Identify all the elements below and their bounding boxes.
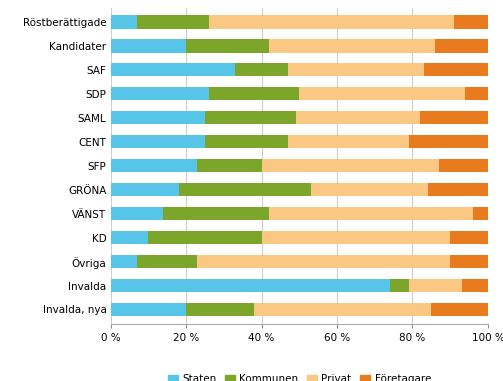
- Bar: [111, 255, 137, 268]
- Bar: [299, 87, 465, 101]
- Bar: [111, 135, 205, 148]
- Bar: [408, 135, 488, 148]
- Bar: [465, 87, 488, 101]
- Bar: [111, 87, 209, 101]
- Bar: [186, 39, 269, 53]
- Bar: [408, 279, 461, 292]
- Bar: [295, 111, 420, 125]
- Bar: [450, 255, 488, 268]
- Bar: [205, 111, 295, 125]
- Bar: [288, 63, 424, 77]
- Bar: [269, 39, 435, 53]
- Bar: [431, 303, 488, 316]
- Bar: [454, 15, 488, 29]
- Bar: [209, 87, 299, 101]
- Bar: [197, 255, 450, 268]
- Bar: [111, 111, 205, 125]
- Bar: [235, 63, 288, 77]
- Bar: [111, 207, 163, 220]
- Bar: [111, 183, 179, 196]
- Bar: [111, 303, 186, 316]
- Bar: [435, 39, 488, 53]
- Bar: [137, 255, 197, 268]
- Bar: [262, 231, 450, 244]
- Bar: [288, 135, 408, 148]
- Bar: [163, 207, 269, 220]
- Bar: [179, 183, 310, 196]
- Bar: [310, 183, 428, 196]
- Bar: [473, 207, 488, 220]
- Bar: [420, 111, 488, 125]
- Bar: [254, 303, 431, 316]
- Bar: [186, 303, 254, 316]
- Bar: [461, 279, 488, 292]
- Bar: [428, 183, 488, 196]
- Bar: [262, 159, 439, 172]
- Bar: [209, 15, 454, 29]
- Legend: Staten, Kommunen, Privat, Företagare: Staten, Kommunen, Privat, Företagare: [163, 370, 435, 381]
- Bar: [148, 231, 262, 244]
- Bar: [111, 159, 197, 172]
- Bar: [450, 231, 488, 244]
- Bar: [439, 159, 488, 172]
- Bar: [111, 15, 137, 29]
- Bar: [111, 39, 186, 53]
- Bar: [111, 279, 390, 292]
- Bar: [269, 207, 473, 220]
- Bar: [205, 135, 288, 148]
- Bar: [390, 279, 408, 292]
- Bar: [137, 15, 209, 29]
- Bar: [424, 63, 488, 77]
- Bar: [111, 63, 235, 77]
- Bar: [111, 231, 148, 244]
- Bar: [197, 159, 262, 172]
